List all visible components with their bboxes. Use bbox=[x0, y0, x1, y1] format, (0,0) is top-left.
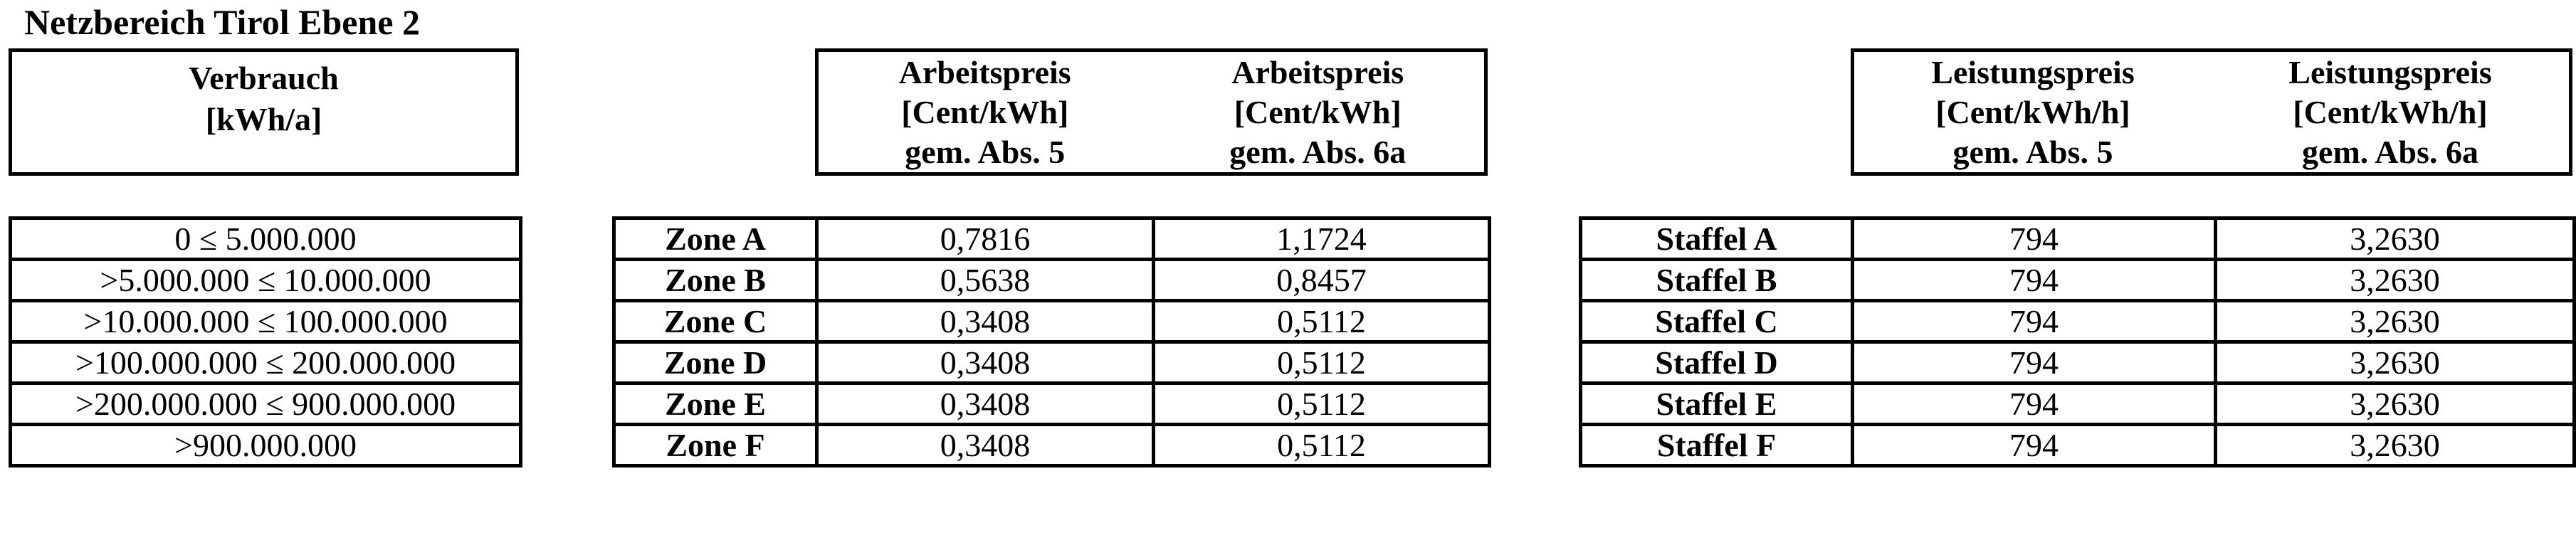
leistungspreis-abs5-header: Leistungspreis [Cent/kWh/h] gem. Abs. 5 bbox=[1854, 52, 2212, 172]
staffel-label-cell: Staffel A bbox=[1579, 216, 1854, 261]
leistungspreis-abs5-cell: 794 bbox=[1851, 216, 2217, 261]
arbeitspreis-abs6a-cell: 0,8457 bbox=[1152, 258, 1491, 302]
arbeitspreis-abs6a-cell: 0,5112 bbox=[1152, 423, 1491, 467]
verbrauch-header-line2: [kWh/a] bbox=[205, 101, 322, 137]
arbeitspreis-abs5-cell: 0,3408 bbox=[815, 340, 1155, 385]
verbrauch-range-cell: >200.000.000 ≤ 900.000.000 bbox=[9, 381, 522, 426]
arbeitspreis-abs5-cell: 0,3408 bbox=[815, 381, 1155, 426]
staffel-label-cell: Staffel B bbox=[1579, 258, 1854, 302]
arbeitspreis-abs5-header: Arbeitspreis [Cent/kWh] gem. Abs. 5 bbox=[819, 52, 1152, 172]
leistungspreis-abs5-cell: 794 bbox=[1851, 299, 2217, 344]
zone-label-cell: Zone A bbox=[612, 216, 819, 261]
leistungspreis-abs6a-cell: 3,2630 bbox=[2214, 381, 2576, 426]
table-row: 0 ≤ 5.000.000 bbox=[9, 216, 522, 261]
zone-label-cell: Zone F bbox=[612, 423, 819, 467]
table-row: >10.000.000 ≤ 100.000.000 bbox=[9, 299, 522, 344]
leistungspreis-abs6a-cell: 3,2630 bbox=[2214, 216, 2576, 261]
table-row: Staffel D 794 3,2630 bbox=[1579, 340, 2576, 385]
staffel-label-cell: Staffel E bbox=[1579, 381, 1854, 426]
leistungspreis-abs5-cell: 794 bbox=[1851, 258, 2217, 302]
leistungspreis-abs6a-header-line2: [Cent/kWh/h] bbox=[2293, 93, 2488, 130]
leistungspreis-abs5-header-line2: [Cent/kWh/h] bbox=[1935, 93, 2130, 130]
page-title: Netzbereich Tirol Ebene 2 bbox=[24, 2, 420, 42]
arbeitspreis-abs6a-cell: 1,1724 bbox=[1152, 216, 1491, 261]
verbrauch-header-text: Verbrauch [kWh/a] bbox=[12, 52, 515, 140]
leistungspreis-abs6a-cell: 3,2630 bbox=[2214, 299, 2576, 344]
staffel-label-cell: Staffel C bbox=[1579, 299, 1854, 344]
leistungspreis-abs5-cell: 794 bbox=[1851, 340, 2217, 385]
verbrauch-range-cell: >900.000.000 bbox=[9, 423, 522, 467]
table-row: >5.000.000 ≤ 10.000.000 bbox=[9, 258, 522, 302]
arbeitspreis-abs6a-cell: 0,5112 bbox=[1152, 340, 1491, 385]
arbeitspreis-header-box: Arbeitspreis [Cent/kWh] gem. Abs. 5 Arbe… bbox=[815, 48, 1488, 176]
arbeitspreis-abs5-header-line1: Arbeitspreis bbox=[898, 53, 1071, 90]
arbeitspreis-abs5-cell: 0,7816 bbox=[815, 216, 1155, 261]
table-row: Zone D 0,3408 0,5112 bbox=[612, 340, 1491, 385]
leistungspreis-abs5-header-line1: Leistungspreis bbox=[1931, 53, 2135, 90]
zone-label-cell: Zone E bbox=[612, 381, 819, 426]
leistungspreis-abs5-header-line3: gem. Abs. 5 bbox=[1952, 133, 2113, 170]
arbeitspreis-abs6a-header-line3: gem. Abs. 6a bbox=[1229, 133, 1407, 170]
leistungspreis-header-columns: Leistungspreis [Cent/kWh/h] gem. Abs. 5 … bbox=[1854, 52, 2569, 172]
arbeitspreis-abs5-cell: 0,3408 bbox=[815, 423, 1155, 467]
arbeitspreis-abs6a-cell: 0,5112 bbox=[1152, 299, 1491, 344]
arbeitspreis-header-columns: Arbeitspreis [Cent/kWh] gem. Abs. 5 Arbe… bbox=[819, 52, 1484, 172]
leistungspreis-abs6a-cell: 3,2630 bbox=[2214, 340, 2576, 385]
leistungspreis-table: Staffel A 794 3,2630 Staffel B 794 3,263… bbox=[1579, 216, 2576, 467]
verbrauch-range-cell: >5.000.000 ≤ 10.000.000 bbox=[9, 258, 522, 302]
leistungspreis-abs6a-header: Leistungspreis [Cent/kWh/h] gem. Abs. 6a bbox=[2212, 52, 2569, 172]
leistungspreis-abs5-cell: 794 bbox=[1851, 381, 2217, 426]
zone-label-cell: Zone C bbox=[612, 299, 819, 344]
leistungspreis-abs6a-header-line1: Leistungspreis bbox=[2288, 53, 2492, 90]
arbeitspreis-abs6a-cell: 0,5112 bbox=[1152, 381, 1491, 426]
arbeitspreis-abs6a-header-line2: [Cent/kWh] bbox=[1234, 93, 1402, 130]
table-row: Staffel F 794 3,2630 bbox=[1579, 423, 2576, 467]
table-row: Zone B 0,5638 0,8457 bbox=[612, 258, 1491, 302]
arbeitspreis-table: Zone A 0,7816 1,1724 Zone B 0,5638 0,845… bbox=[612, 216, 1491, 467]
verbrauch-range-cell: 0 ≤ 5.000.000 bbox=[9, 216, 522, 261]
table-row: Zone A 0,7816 1,1724 bbox=[612, 216, 1491, 261]
zone-label-cell: Zone B bbox=[612, 258, 819, 302]
table-row: >100.000.000 ≤ 200.000.000 bbox=[9, 340, 522, 385]
leistungspreis-abs6a-cell: 3,2630 bbox=[2214, 423, 2576, 467]
table-row: Staffel C 794 3,2630 bbox=[1579, 299, 2576, 344]
leistungspreis-abs5-cell: 794 bbox=[1851, 423, 2217, 467]
table-row: >200.000.000 ≤ 900.000.000 bbox=[9, 381, 522, 426]
leistungspreis-header-box: Leistungspreis [Cent/kWh/h] gem. Abs. 5 … bbox=[1851, 48, 2572, 176]
table-row: Staffel A 794 3,2630 bbox=[1579, 216, 2576, 261]
verbrauch-header-box: Verbrauch [kWh/a] bbox=[9, 48, 519, 176]
table-row: Staffel B 794 3,2630 bbox=[1579, 258, 2576, 302]
table-row: >900.000.000 bbox=[9, 423, 522, 467]
arbeitspreis-abs5-cell: 0,5638 bbox=[815, 258, 1155, 302]
verbrauch-range-cell: >10.000.000 ≤ 100.000.000 bbox=[9, 299, 522, 344]
table-row: Staffel E 794 3,2630 bbox=[1579, 381, 2576, 426]
arbeitspreis-abs6a-header-line1: Arbeitspreis bbox=[1231, 53, 1404, 90]
staffel-label-cell: Staffel F bbox=[1579, 423, 1854, 467]
arbeitspreis-abs5-header-line3: gem. Abs. 5 bbox=[905, 133, 1066, 170]
zone-label-cell: Zone D bbox=[612, 340, 819, 385]
table-row: Zone F 0,3408 0,5112 bbox=[612, 423, 1491, 467]
leistungspreis-abs6a-header-line3: gem. Abs. 6a bbox=[2302, 133, 2478, 170]
table-row: Zone C 0,3408 0,5112 bbox=[612, 299, 1491, 344]
leistungspreis-abs6a-cell: 3,2630 bbox=[2214, 258, 2576, 302]
verbrauch-table: 0 ≤ 5.000.000 >5.000.000 ≤ 10.000.000 >1… bbox=[9, 216, 522, 467]
staffel-label-cell: Staffel D bbox=[1579, 340, 1854, 385]
table-row: Zone E 0,3408 0,5112 bbox=[612, 381, 1491, 426]
arbeitspreis-abs5-cell: 0,3408 bbox=[815, 299, 1155, 344]
arbeitspreis-abs6a-header: Arbeitspreis [Cent/kWh] gem. Abs. 6a bbox=[1152, 52, 1485, 172]
verbrauch-range-cell: >100.000.000 ≤ 200.000.000 bbox=[9, 340, 522, 385]
arbeitspreis-abs5-header-line2: [Cent/kWh] bbox=[901, 93, 1069, 130]
verbrauch-header-line1: Verbrauch bbox=[189, 60, 339, 96]
